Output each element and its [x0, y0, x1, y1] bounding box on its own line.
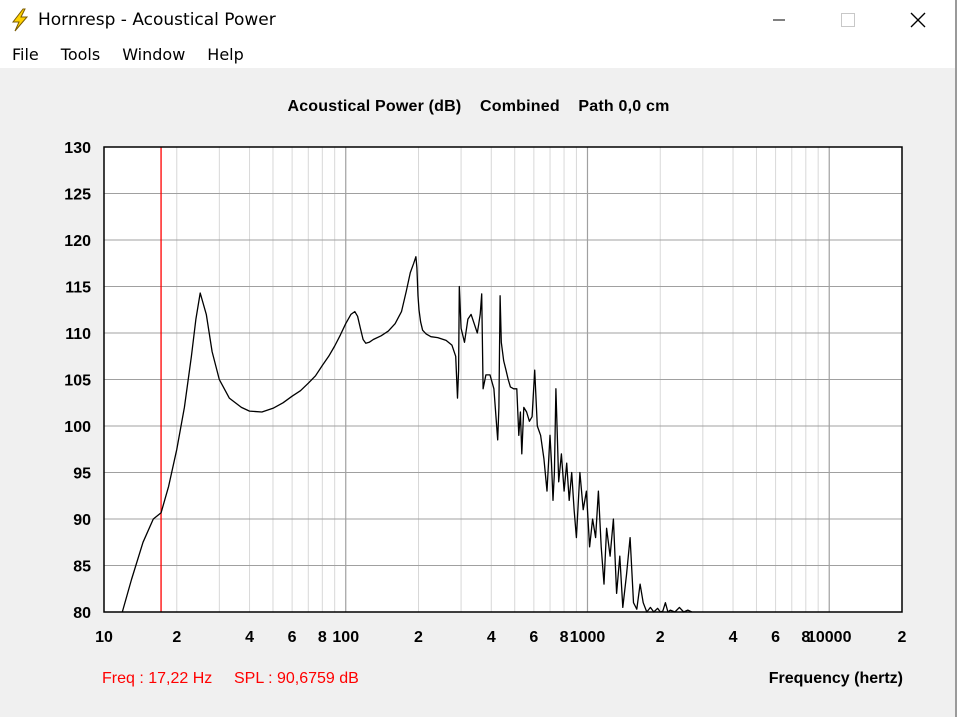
x-tick-label: 6	[288, 629, 297, 646]
y-tick-label: 120	[64, 233, 91, 250]
x-tick-label: 10000	[807, 629, 852, 646]
x-tick-label: 2	[898, 629, 907, 646]
x-tick-label: 4	[245, 629, 254, 646]
x-tick-label: 100	[332, 629, 359, 646]
x-tick-label: 2	[414, 629, 423, 646]
x-tick-label: 10	[95, 629, 113, 646]
y-tick-label: 130	[64, 140, 91, 157]
y-tick-label: 105	[64, 373, 91, 390]
series-line	[121, 256, 693, 613]
menu-help[interactable]: Help	[207, 45, 244, 64]
frequency-readout: Freq : 17,22 Hz	[102, 670, 213, 687]
x-tick-label: 6	[771, 629, 780, 646]
y-tick-label: 115	[65, 280, 91, 297]
menu-file[interactable]: File	[12, 45, 39, 64]
lightning-bolt-icon	[11, 8, 29, 32]
x-tick-label: 1000	[570, 629, 606, 646]
y-tick-label: 110	[65, 326, 91, 343]
x-tick-label: 8	[318, 629, 327, 646]
x-tick-label: 6	[529, 629, 538, 646]
x-tick-label: 8	[560, 629, 569, 646]
y-tick-label: 95	[73, 466, 91, 483]
x-tick-label: 8	[801, 629, 810, 646]
title-bar[interactable]: Hornresp - Acoustical Power	[0, 0, 955, 42]
close-button[interactable]	[895, 0, 941, 40]
y-tick-label: 100	[64, 419, 91, 436]
x-tick-label: 4	[729, 629, 738, 646]
y-tick-label: 85	[73, 559, 91, 576]
x-tick-label: 2	[656, 629, 665, 646]
y-tick-label: 80	[73, 605, 91, 622]
maximize-icon	[841, 13, 855, 27]
minimize-icon	[773, 19, 785, 21]
y-tick-label: 125	[64, 187, 91, 204]
maximize-button[interactable]	[825, 0, 871, 40]
menu-tools[interactable]: Tools	[60, 45, 101, 64]
spl-readout: SPL : 90,6759 dB	[234, 670, 359, 687]
x-tick-label: 2	[172, 629, 181, 646]
plot-frame	[103, 146, 903, 613]
minimize-button[interactable]	[756, 0, 802, 40]
y-tick-label: 90	[73, 512, 91, 529]
close-icon	[910, 12, 926, 28]
x-tick-label: 4	[487, 629, 496, 646]
chart-title: Acoustical Power (dB) Combined Path 0,0 …	[287, 98, 670, 115]
window-title: Hornresp - Acoustical Power	[38, 10, 276, 30]
x-axis-label: Frequency (hertz)	[768, 670, 903, 687]
menu-bar: File Tools Window Help	[0, 42, 955, 68]
menu-window[interactable]: Window	[122, 45, 186, 64]
